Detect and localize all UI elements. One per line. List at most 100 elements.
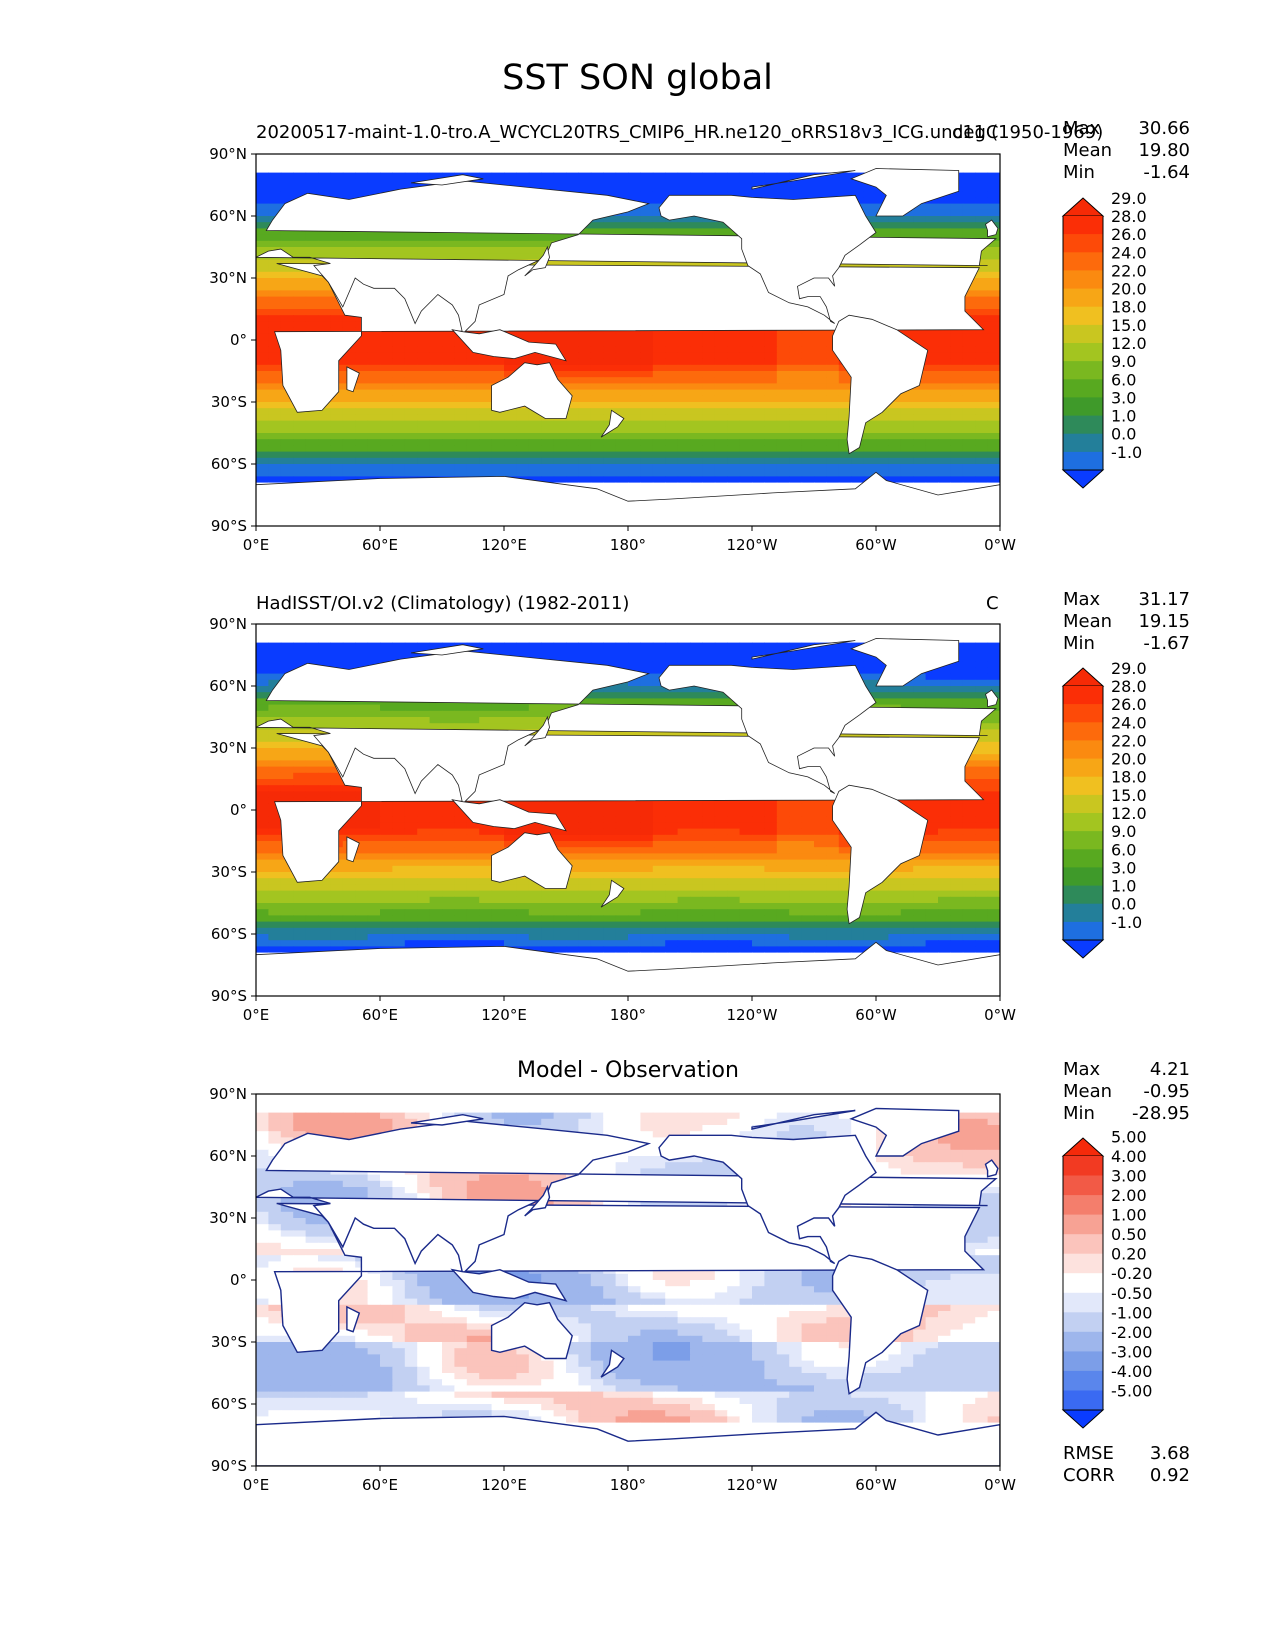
field-cell xyxy=(417,439,431,446)
field-cell xyxy=(925,420,939,428)
field-cell xyxy=(665,655,679,662)
field-cell xyxy=(826,154,840,161)
field-cell xyxy=(367,420,381,428)
field-cell xyxy=(665,482,679,490)
field-cell xyxy=(380,395,393,403)
field-cell xyxy=(429,420,443,428)
field-cell xyxy=(677,476,691,484)
field-cell xyxy=(504,624,517,631)
field-cell xyxy=(838,191,852,198)
field-cell xyxy=(863,667,877,675)
field-cell xyxy=(590,439,604,446)
field-cell xyxy=(504,358,517,366)
field-cell xyxy=(404,710,418,718)
stat-label: Mean xyxy=(1063,140,1113,161)
field-cell xyxy=(442,234,455,242)
field-cell xyxy=(665,729,679,737)
field-cell xyxy=(987,457,1000,465)
field-cell xyxy=(256,259,269,267)
field-cell xyxy=(305,259,319,267)
field-cell xyxy=(404,178,418,186)
field-cell xyxy=(280,309,294,316)
field-cell xyxy=(702,661,716,668)
field-cell xyxy=(987,661,1000,668)
field-cell xyxy=(702,389,716,397)
field-cell xyxy=(293,661,307,668)
field-cell xyxy=(764,371,778,378)
field-cell xyxy=(863,636,877,644)
field-cell xyxy=(727,624,741,631)
field-cell xyxy=(640,630,654,637)
field-cell xyxy=(504,166,517,174)
field-cell xyxy=(690,228,703,236)
field-cell xyxy=(690,389,703,397)
stat-label: Max xyxy=(1063,1059,1101,1080)
field-cell xyxy=(615,358,629,366)
field-cell xyxy=(566,445,579,453)
field-cell xyxy=(987,630,1000,637)
field-cell xyxy=(268,371,282,378)
field-cell xyxy=(640,451,654,459)
field-cell xyxy=(628,377,641,384)
field-cell xyxy=(826,464,840,471)
field-cell xyxy=(677,222,691,229)
field-cell xyxy=(280,748,294,755)
field-cell xyxy=(528,420,542,428)
colorbar-swatch xyxy=(1063,415,1103,435)
field-cell xyxy=(479,439,493,446)
field-cell xyxy=(256,247,269,254)
field-cell xyxy=(714,439,728,446)
field-cell xyxy=(256,402,269,409)
field-cell xyxy=(826,433,840,440)
field-cell xyxy=(640,346,654,353)
field-cell xyxy=(628,358,641,366)
field-cell xyxy=(553,426,567,434)
field-cell xyxy=(814,377,827,384)
field-cell xyxy=(925,377,939,384)
field-cell xyxy=(305,470,319,477)
field-cell xyxy=(603,408,617,415)
field-cell xyxy=(491,648,505,656)
field-cell xyxy=(615,648,629,656)
field-cell xyxy=(404,346,418,353)
land-polygon xyxy=(524,245,550,277)
field-cell xyxy=(987,710,1000,718)
field-cell xyxy=(268,439,282,446)
colorbar-label: 3.0 xyxy=(1111,388,1136,407)
field-cell xyxy=(280,464,294,471)
field-cell xyxy=(318,302,331,310)
field-cell xyxy=(590,178,604,186)
field-cell xyxy=(404,451,418,459)
field-cell xyxy=(640,636,654,644)
field-cell xyxy=(789,648,803,656)
field-cell xyxy=(466,408,480,415)
field-cell xyxy=(280,247,294,254)
field-cell xyxy=(962,414,976,422)
field-cell xyxy=(541,172,555,180)
field-cell xyxy=(256,178,269,186)
field-cell xyxy=(256,636,269,644)
field-cell xyxy=(863,673,877,681)
field-cell xyxy=(305,228,319,236)
field-cell xyxy=(454,420,468,428)
field-cell xyxy=(516,420,530,428)
field-cell xyxy=(888,464,902,471)
field-cell xyxy=(342,389,356,397)
field-cell xyxy=(454,240,468,248)
field-cell xyxy=(938,228,951,236)
field-cell xyxy=(938,197,951,205)
field-cell xyxy=(454,247,468,254)
field-cell xyxy=(590,636,604,644)
field-cell xyxy=(615,191,629,198)
field-cell xyxy=(293,327,307,335)
field-cell xyxy=(962,704,976,712)
field-cell xyxy=(851,191,865,198)
field-cell xyxy=(665,451,679,459)
field-cell xyxy=(268,735,282,743)
field-cell xyxy=(417,717,431,724)
field-cell xyxy=(640,364,654,372)
field-cell xyxy=(342,723,356,730)
field-cell xyxy=(838,470,852,477)
field-cell xyxy=(615,228,629,236)
field-cell xyxy=(466,414,480,422)
